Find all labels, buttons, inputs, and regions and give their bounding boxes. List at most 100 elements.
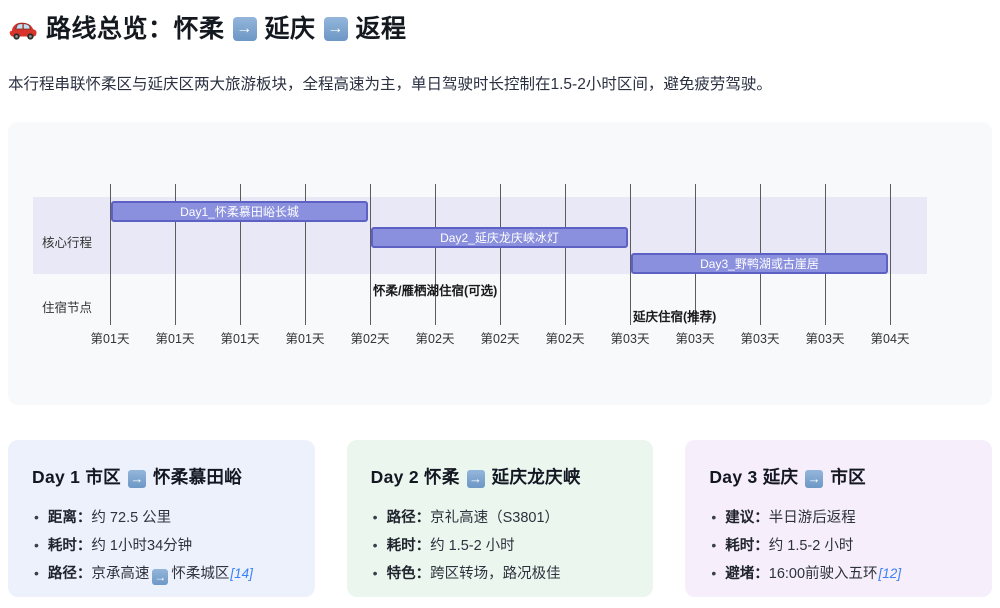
bullet-text: 16:00前驶入五环 [768,566,878,582]
bullet-label: 路径： [47,566,92,582]
arrow-right-icon: → [232,17,257,41]
day-card-title-text: Day 2 怀柔 [370,467,460,487]
bullet-list: • 建议：半日游后返程 • 耗时：约 1.5-2 小时 • 避堵：16:00前驶入五环[1… [709,504,968,588]
bullet-dot-icon: • [34,537,39,553]
bullet-list: • 距离：约 72.5 公里 • 耗时：约 1小时34分钟 • 路径：京承高速 → 怀柔城区[… [32,504,291,588]
bullet-item: • 耗时：约 1.5-2 小时 [709,532,968,560]
citation-link[interactable]: [12] [878,566,902,581]
gantt-axis-label: 第02天 [480,332,520,346]
gantt-axis-label: 第03天 [805,332,845,346]
gantt-task-bar: Day3_野鸭湖或古崖居 [631,253,888,274]
bullet-dot-icon: • [711,565,717,581]
gantt-axis-label: 第02天 [545,332,585,346]
day-card: Day 3 延庆 → 市区 • 建议：半日游后返程 • 耗时：约 1.5-2 小时 • 避堵：1… [685,440,993,597]
bullet-label: 特色： [386,566,431,582]
bullet-text: 约 1.5-2 小时 [768,538,854,554]
intro-text: 本行程串联怀柔区与延庆区两大旅游板块，全程高速为主，单日驾驶时长控制在1.5-2… [8,76,772,93]
gantt-axis-label: 第01天 [285,332,325,346]
page-title: 路线总览：怀柔 → 延庆 → 返程 [8,12,992,46]
arrow-right-icon: → [323,17,348,41]
day-cards-row: Day 1 市区 → 怀柔慕田峪 • 距离：约 72.5 公里 • 耗时：约 1小时34分钟… [8,440,993,597]
gantt-axis-label: 第04天 [870,332,910,346]
bullet-text: 京礼高速（S3801） [430,510,560,526]
gantt-grid-line [305,184,306,325]
bullet-text: 京承高速 [91,566,150,582]
gantt-grid-line [500,184,501,325]
gantt-grid-line [565,184,566,325]
bullet-text: 怀柔城区 [171,566,230,582]
bullet-text: 约 1小时34分钟 [91,538,193,554]
gantt-grid-line [110,184,111,325]
bullet-dot-icon: • [372,509,378,525]
gantt-task-label: Day1_怀柔慕田峪长城 [180,205,299,219]
day-card-title-text: 怀柔慕田峪 [152,467,242,487]
bullet-item: • 建议：半日游后返程 [709,504,968,532]
bullet-text: 约 72.5 公里 [91,510,172,526]
day-card: Day 1 市区 → 怀柔慕田峪 • 距离：约 72.5 公里 • 耗时：约 1小时34分钟… [8,440,315,597]
day-card: Day 2 怀柔 → 延庆龙庆峡 • 路径：京礼高速（S3801） • 耗时：约 1.5-2… [346,440,654,597]
title-text-2: 延庆 [264,15,316,43]
day-card-title-text: 延庆龙庆峡 [491,467,581,487]
gantt-task-label: Day2_延庆龙庆峡冰灯 [440,231,559,245]
bullet-dot-icon: • [372,565,378,581]
bullet-dot-icon: • [34,565,39,581]
bullet-text: 跨区转场，路况极佳 [430,566,561,582]
gantt-axis-label: 第03天 [740,332,780,346]
arrow-right-icon: → [805,469,824,488]
gantt-grid-line [890,184,891,325]
gantt-grid-line [175,184,176,325]
bullet-label: 路径： [386,510,431,526]
bullet-item: • 避堵：16:00前驶入五环[12] [709,560,968,588]
gantt-milestone-label: 怀柔/雁栖湖住宿(可选) [373,284,498,298]
bullet-label: 建议： [725,510,769,526]
bullet-label: 耗时： [725,538,769,554]
bullet-dot-icon: • [711,509,717,525]
arrow-right-icon: → [466,469,485,488]
bullet-dot-icon: • [34,509,39,525]
bullet-label: 耗时： [386,538,431,554]
gantt-task-bar: Day2_延庆龙庆峡冰灯 [371,227,628,248]
gantt-card: 第01天 第01天 第01天 第01天 第02天 第02天 第02天 第02天 第03天 第03天… [8,122,992,405]
gantt-grid-line [240,184,241,325]
gantt-axis-label: 第02天 [415,332,455,346]
gantt-grid-line [630,184,631,325]
arrow-right-icon: → [127,469,146,488]
gantt-task-bar: Day1_怀柔慕田峪长城 [111,201,368,222]
car-icon [9,22,37,40]
bullet-item: • 路径：京承高速 → 怀柔城区[14] [32,560,291,588]
gantt-row-label: 核心行程 [42,236,93,250]
day-card-title-text: Day 1 市区 [32,467,121,487]
title-text-1: 路线总览：怀柔 [46,15,225,43]
title-text-3: 返程 [355,15,407,43]
gantt-axis-label: 第01天 [220,332,260,346]
gantt-axis-label: 第01天 [155,332,195,346]
gantt-grid-line [370,184,371,325]
bullet-item: • 耗时：约 1小时34分钟 [32,532,291,560]
bullet-item: • 特色：跨区转场，路况极佳 [371,560,630,588]
bullet-dot-icon: • [372,537,378,553]
gantt-axis-label: 第01天 [90,332,130,346]
bullet-list: • 路径：京礼高速（S3801） • 耗时：约 1.5-2 小时 • 特色：跨区转场，路况… [371,504,630,588]
gantt-axis-label: 第03天 [675,332,715,346]
gantt-axis-label: 第03天 [610,332,650,346]
bullet-text: 约 1.5-2 小时 [430,538,515,554]
arrow-right-icon: → [152,569,169,585]
bullet-label: 距离： [47,510,92,526]
gantt-milestone-label: 延庆住宿(推荐) [633,310,717,324]
gantt-grid-line [435,184,436,325]
bullet-item: • 耗时：约 1.5-2 小时 [371,532,630,560]
bullet-text: 半日游后返程 [768,510,856,526]
gantt-row-label: 住宿节点 [42,301,93,315]
day-card-title: Day 1 市区 → 怀柔慕田峪 [32,464,291,489]
bullet-item: • 距离：约 72.5 公里 [32,504,291,532]
bullet-label: 避堵： [725,566,769,582]
day-card-title-text: 市区 [830,467,866,487]
bullet-label: 耗时： [47,538,92,554]
day-card-title: Day 3 延庆 → 市区 [709,464,968,489]
bullet-item: • 路径：京礼高速（S3801） [371,504,630,532]
gantt-task-label: Day3_野鸭湖或古崖居 [700,257,819,271]
day-card-title-text: Day 3 延庆 [709,467,799,487]
bullet-dot-icon: • [711,537,717,553]
citation-link[interactable]: [14] [230,566,253,581]
